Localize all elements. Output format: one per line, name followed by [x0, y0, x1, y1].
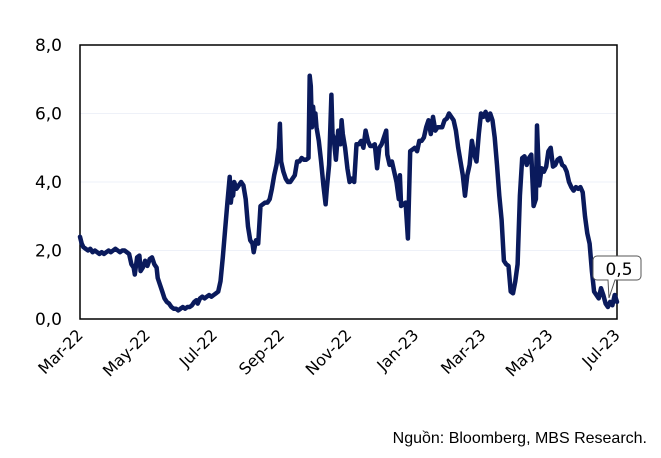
x-tick-label: Sep-22	[235, 325, 288, 378]
series-line	[77, 73, 620, 313]
x-tick-label: Jul-23	[578, 325, 624, 371]
callout-label: 0,5	[605, 260, 632, 280]
x-tick-label: Jul-22	[175, 325, 221, 371]
x-tick-label: May-22	[99, 325, 154, 380]
x-tick-label: Jan-23	[372, 325, 422, 375]
x-tick-label: May-23	[502, 325, 557, 380]
x-tick-label: Mar-22	[34, 325, 87, 378]
plot-area-border	[79, 44, 618, 320]
line-chart: 0,0 2,0 4,0 6,0 8,0 Mar-22 May-22 Jul-22 Sep-22…	[34, 36, 642, 381]
x-tick-label: Nov-22	[302, 325, 356, 379]
y-tick-label: 8,0	[35, 36, 62, 56]
value-callout: 0,5	[592, 255, 642, 299]
source-note: Nguồn: Bloomberg, MBS Research.	[392, 430, 647, 447]
x-axis-ticks: Mar-22 May-22 Jul-22 Sep-22 Nov-22 Jan-23 Mar-…	[34, 325, 624, 380]
y-axis-ticks: 0,0 2,0 4,0 6,0 8,0	[35, 36, 62, 330]
x-tick-label: Mar-23	[437, 325, 490, 378]
callout-bubble	[592, 255, 642, 299]
y-tick-label: 2,0	[35, 242, 62, 262]
y-tick-label: 4,0	[35, 173, 62, 193]
y-tick-label: 0,0	[35, 310, 62, 330]
y-tick-label: 6,0	[35, 105, 62, 125]
